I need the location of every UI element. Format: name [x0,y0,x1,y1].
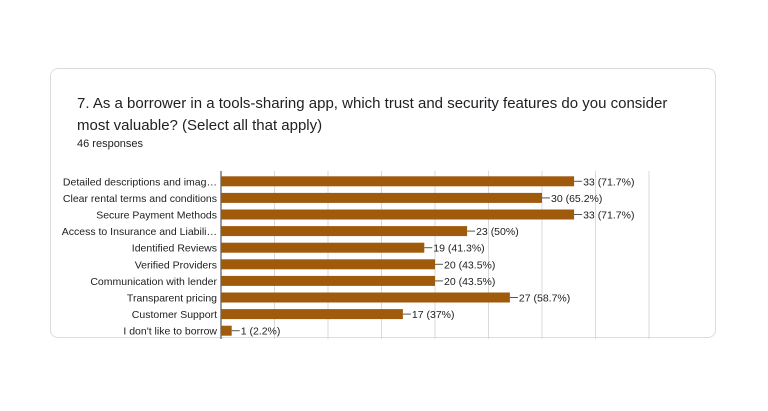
data-label: 33 (71.7%) [583,176,634,188]
bar [221,309,403,320]
category-label: Customer Support [132,309,217,321]
category-label: Verified Providers [135,259,217,271]
data-label: 33 (71.7%) [583,210,634,222]
data-label: 30 (65.2%) [551,193,602,205]
category-label: Detailed descriptions and imag… [63,176,217,188]
category-label: Access to Insurance and Liabili… [62,226,217,238]
data-label: 23 (50%) [476,226,519,238]
category-label: Communication with lender [90,276,217,288]
category-label: Identified Reviews [132,243,217,255]
data-label: 20 (43.5%) [444,259,495,271]
bar [221,192,542,203]
data-label: 17 (37%) [412,309,455,321]
question-title: 7. As a borrower in a tools-sharing app,… [77,95,668,134]
bar [221,275,435,286]
bar [221,226,468,237]
bar [221,242,425,253]
data-label: 1 (2.2%) [241,326,281,338]
response-count: 46 responses [77,138,144,150]
bar [221,176,575,187]
data-label: 19 (41.3%) [433,243,484,255]
category-label: Clear rental terms and conditions [63,193,217,205]
question-card: 7. As a borrower in a tools-sharing app,… [50,68,716,339]
bar [221,209,575,220]
bar [221,292,510,303]
bar [221,325,232,336]
data-label: 27 (58.7%) [519,293,570,305]
data-label: 20 (43.5%) [444,276,495,288]
category-label: I don't like to borrow [123,326,217,338]
category-label: Secure Payment Methods [96,210,217,222]
bar [221,259,435,270]
category-label: Transparent pricing [127,293,217,305]
bar-chart: Detailed descriptions and imag… 33 (71.7%… [62,171,650,339]
